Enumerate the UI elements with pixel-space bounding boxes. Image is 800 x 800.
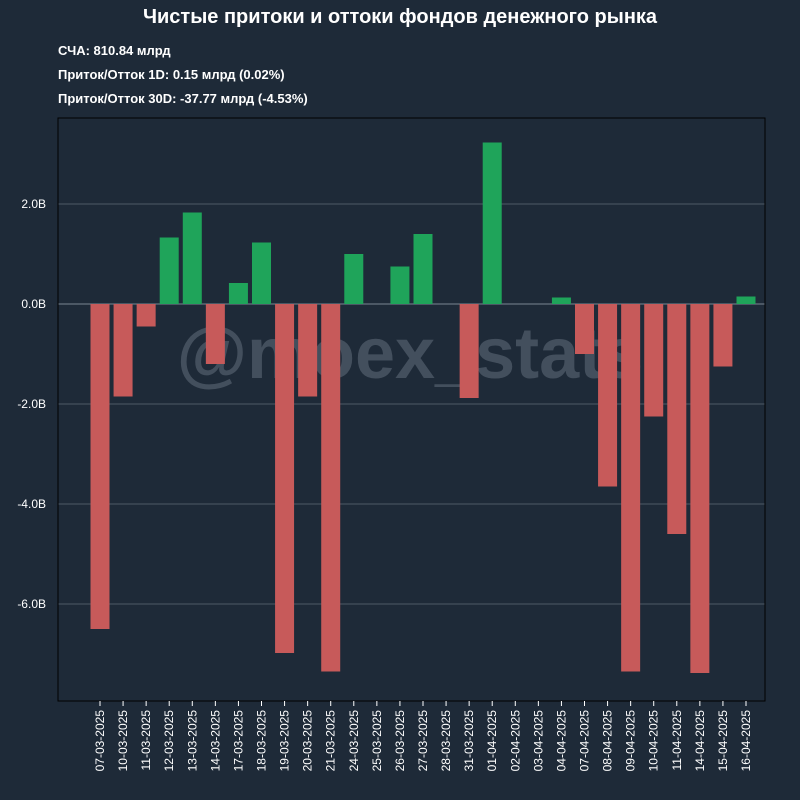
x-tick-label: 19-03-2025 <box>278 710 292 772</box>
bar <box>413 234 433 304</box>
x-tick-label: 31-03-2025 <box>462 710 476 772</box>
x-tick-label: 27-03-2025 <box>416 710 430 772</box>
x-tick-label: 13-03-2025 <box>185 710 199 772</box>
x-tick-label: 26-03-2025 <box>393 710 407 772</box>
bar <box>275 304 295 653</box>
stat-flow-1d: Приток/Отток 1D: 0.15 млрд (0.02%) <box>58 67 285 82</box>
x-tick-label: 16-04-2025 <box>739 710 753 772</box>
bars <box>90 142 756 673</box>
y-tick-label: 0.0B <box>21 297 46 311</box>
x-tick-label: 18-03-2025 <box>255 710 269 772</box>
x-tick-label: 25-03-2025 <box>370 710 384 772</box>
x-tick-label: 02-04-2025 <box>508 710 522 772</box>
x-tick-label: 07-03-2025 <box>93 710 107 772</box>
bar <box>298 304 318 397</box>
bar <box>159 237 179 304</box>
bar <box>113 304 133 397</box>
x-tick-label: 15-04-2025 <box>716 710 730 772</box>
bar <box>90 304 110 629</box>
x-tick-label: 01-04-2025 <box>485 710 499 772</box>
watermark: @moex_stats <box>177 314 643 394</box>
x-tick-label: 03-04-2025 <box>531 710 545 772</box>
bar <box>644 304 664 417</box>
stat-nav: СЧА: 810.84 млрд <box>58 43 171 58</box>
bar <box>344 254 364 304</box>
bar <box>136 304 156 327</box>
bar <box>228 283 248 304</box>
bar <box>713 304 733 367</box>
bar <box>205 304 225 364</box>
x-tick-label: 10-04-2025 <box>647 710 661 772</box>
bar <box>690 304 710 673</box>
bar <box>598 304 618 487</box>
x-tick-label: 11-03-2025 <box>139 710 153 771</box>
bar <box>321 304 341 672</box>
bar <box>252 242 271 304</box>
x-tick-label: 17-03-2025 <box>231 710 245 772</box>
bar <box>182 212 202 304</box>
x-tick-label: 10-03-2025 <box>116 710 130 772</box>
x-tick-label: 07-04-2025 <box>578 710 592 772</box>
bar <box>621 304 641 672</box>
bar <box>482 142 502 304</box>
bar <box>575 304 594 354</box>
y-tick-label: 2.0B <box>21 197 46 211</box>
y-tick-label: -4.0B <box>17 497 46 511</box>
y-tick-label: -6.0B <box>17 597 46 611</box>
x-tick-label: 14-04-2025 <box>693 710 707 772</box>
x-tick-label: 20-03-2025 <box>301 710 315 772</box>
plot-frame <box>57 117 766 702</box>
x-tick-label: 14-03-2025 <box>208 710 222 772</box>
x-tick-label: 04-04-2025 <box>554 710 568 772</box>
chart-title: Чистые притоки и оттоки фондов денежного… <box>142 6 658 28</box>
stat-flow-30d: Приток/Отток 30D: -37.77 млрд (-4.53%) <box>58 91 308 106</box>
bar <box>459 304 479 398</box>
x-tick-label: 24-03-2025 <box>347 710 361 772</box>
x-tick-labels: 07-03-2025 10-03-2025 11-03-2025 12-03-2025… <box>93 701 753 771</box>
y-tick-label: -2.0B <box>17 397 46 411</box>
bar <box>390 266 410 304</box>
x-tick-label: 08-04-2025 <box>601 710 615 772</box>
x-tick-label: 11-04-2025 <box>670 710 684 771</box>
bar <box>667 304 687 534</box>
x-tick-label: 28-03-2025 <box>439 710 453 772</box>
x-tick-label: 21-03-2025 <box>324 710 338 772</box>
bar <box>736 296 756 304</box>
x-tick-label: 12-03-2025 <box>162 710 176 772</box>
y-tick-labels: -6.0B -4.0B -2.0B 0.0B 2.0B <box>17 197 46 611</box>
x-tick-label: 09-04-2025 <box>624 710 638 772</box>
bar <box>551 297 571 304</box>
